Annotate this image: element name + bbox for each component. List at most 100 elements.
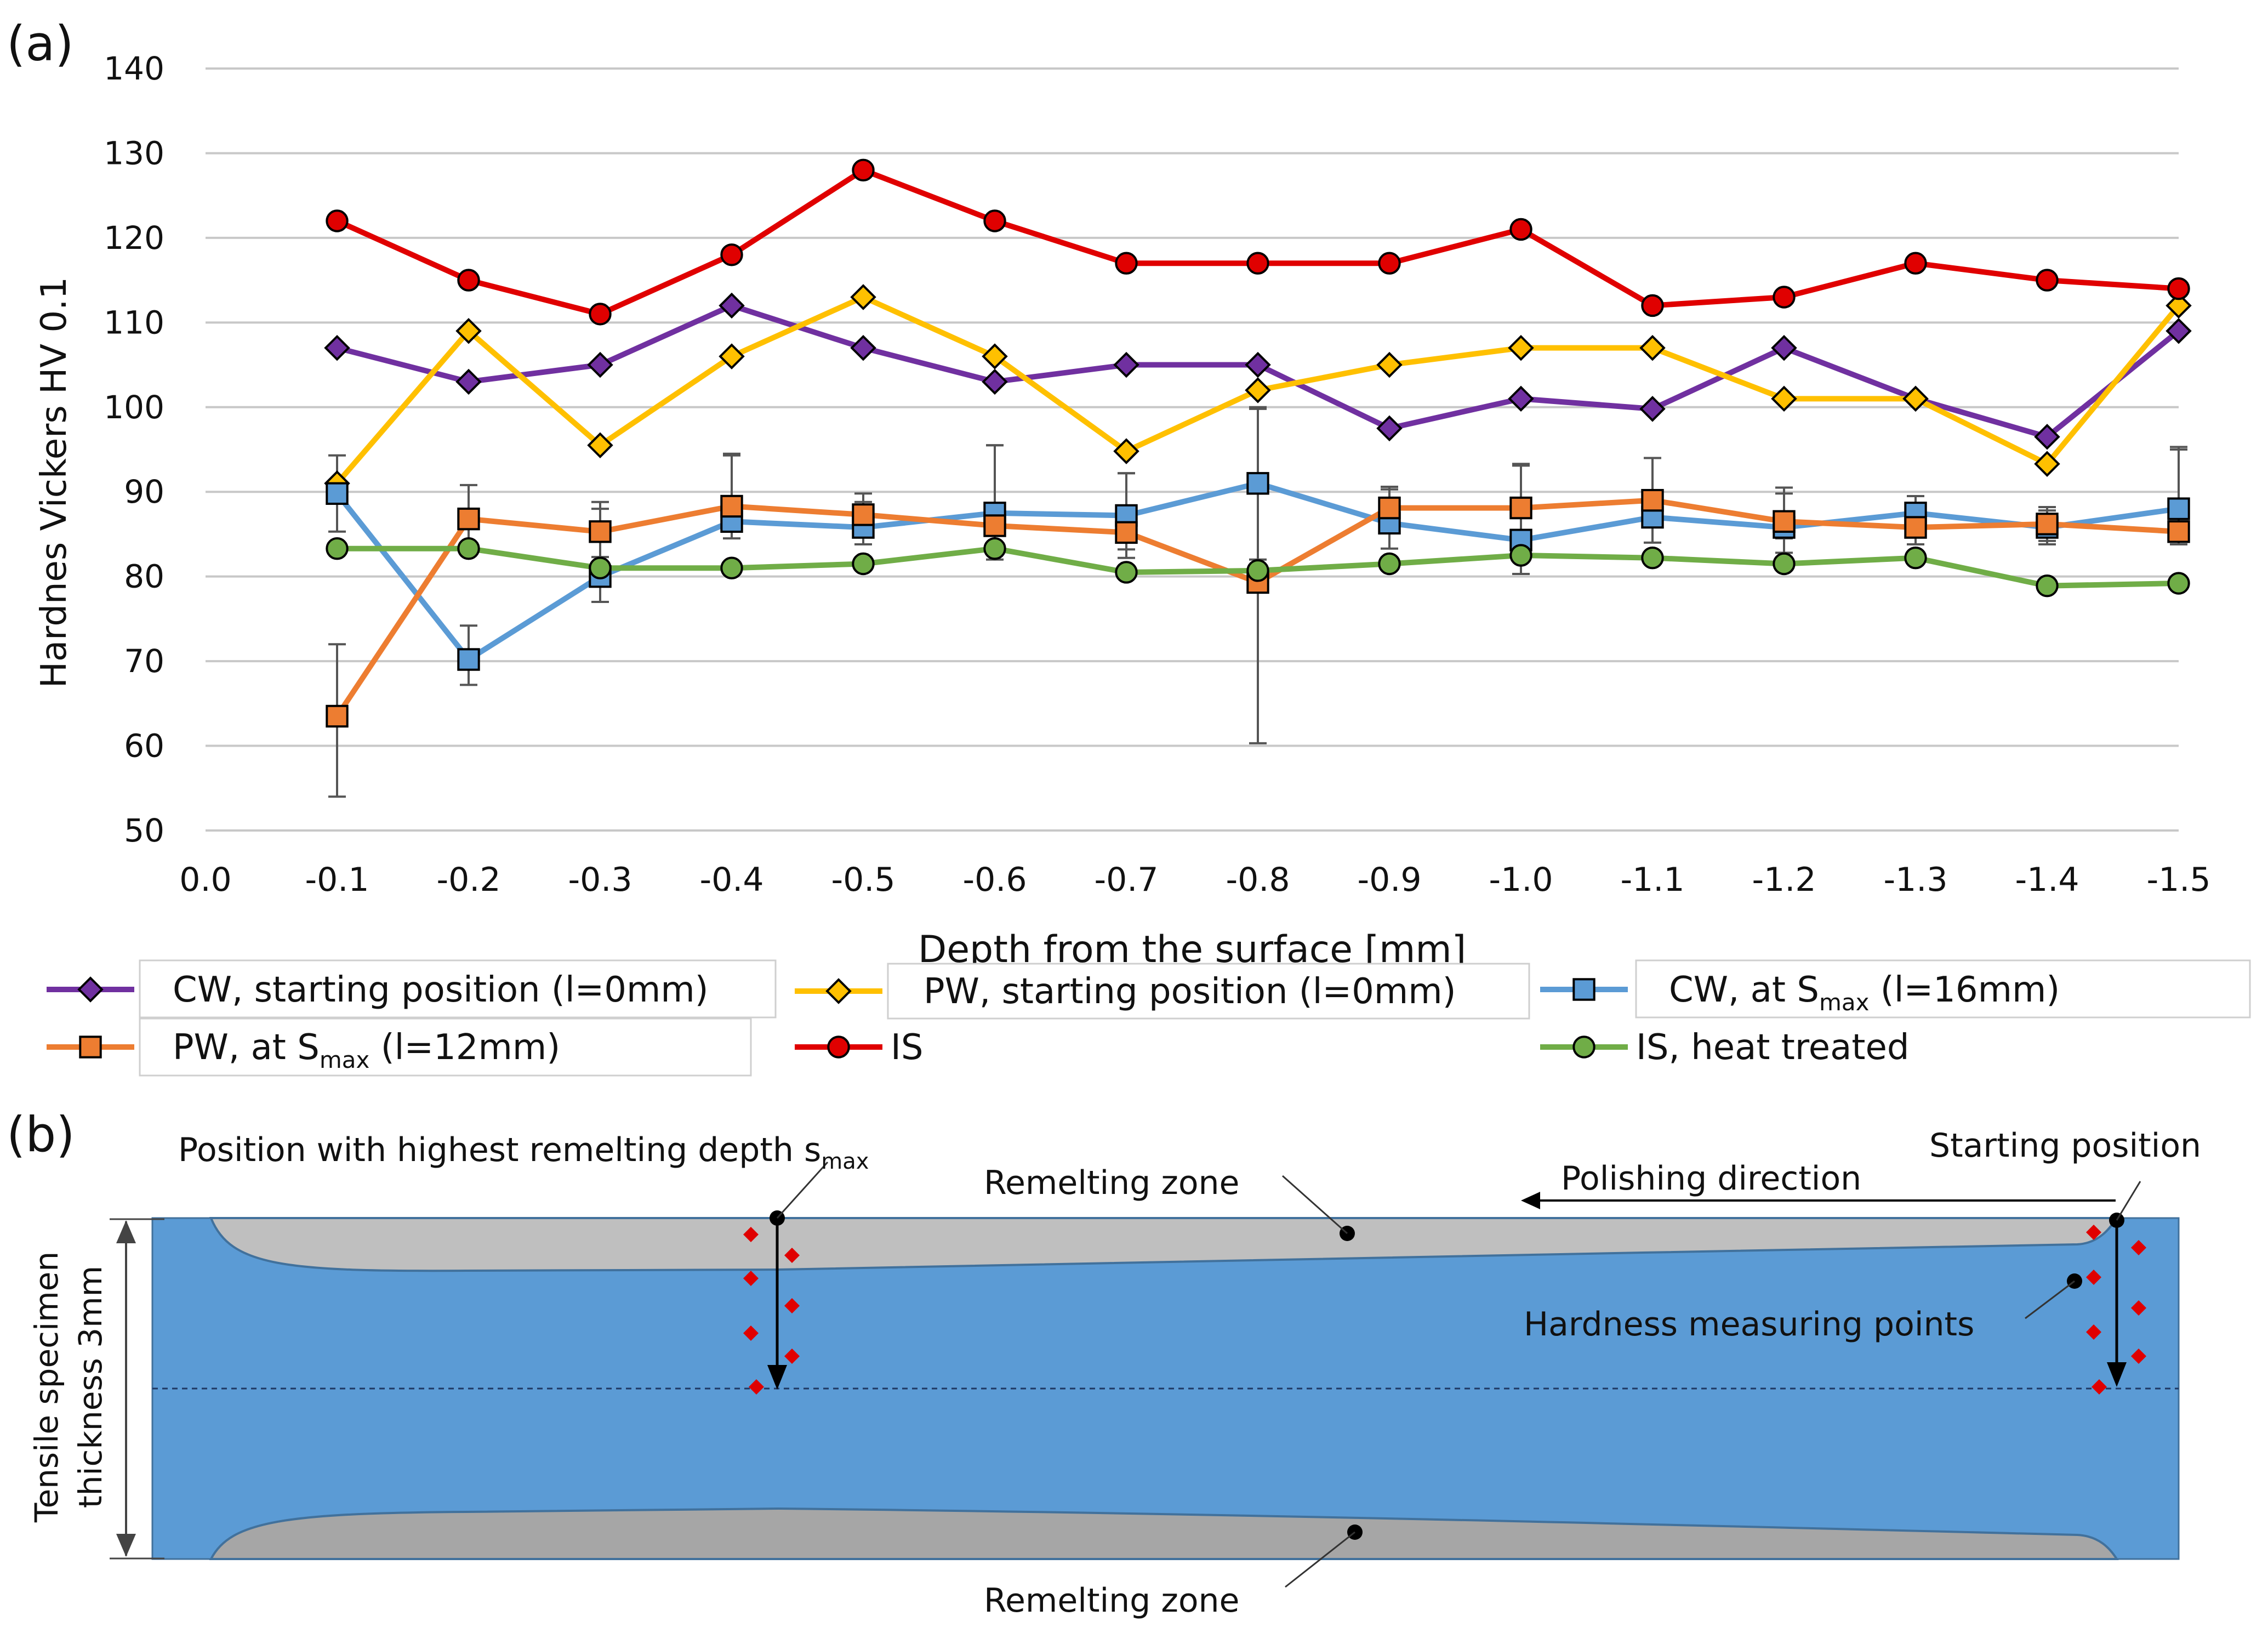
legend-label-CW_start: CW, starting position (l=0mm)	[173, 970, 709, 1010]
data-point-PW_smax	[1641, 488, 1664, 512]
data-point-IS_ht	[1641, 546, 1664, 570]
data-point-IS	[1641, 294, 1664, 317]
x-tick-label: -1.2	[1752, 861, 1816, 899]
data-point-PW_start	[1639, 334, 1666, 361]
data-point-CW_start	[2166, 318, 2192, 344]
x-tick-label: -1.3	[1883, 861, 1947, 899]
data-point-CW_start	[587, 351, 613, 378]
data-point-CW_start	[719, 292, 745, 319]
legend-box-pw-smax	[139, 1017, 752, 1077]
thickness-label-line2: thickness 3mm	[72, 1266, 109, 1508]
measuring-point	[2086, 1225, 2101, 1240]
panel-label-b: (b)	[7, 1106, 75, 1163]
y-tick-label: 60	[124, 727, 164, 765]
y-tick-label: 110	[104, 304, 164, 341]
data-point-IS_ht	[720, 556, 743, 579]
smax-position-label: Position with highest remelting depth sm…	[178, 1131, 869, 1174]
data-point-IS_ht	[1904, 546, 1927, 570]
smax-position-label-sub: max	[821, 1149, 869, 1174]
data-point-IS	[720, 243, 743, 266]
data-point-CW_start	[324, 334, 350, 361]
x-axis-ticks: 0.0 -0.1 -0.2 -0.3 -0.4 -0.5 -0.6 -0.7 -0.8 -0.9 -…	[179, 861, 2210, 899]
x-tick-label: -1.5	[2146, 861, 2210, 899]
gridlines	[206, 67, 2179, 832]
legend-marker-CW_start	[77, 976, 104, 1003]
remelting-zone-top	[209, 1217, 2119, 1272]
series-line-IS	[335, 167, 2179, 317]
data-point-PW_start	[982, 343, 1008, 369]
y-axis-title: Hardnes Vickers HV 0.1	[34, 277, 75, 688]
data-point-PW_smax	[720, 494, 743, 518]
legend-label-subscript: max	[1819, 989, 1870, 1016]
legend-label-PW_smax: PW, at Smax (l=12mm)	[173, 1027, 560, 1073]
data-point-IS_ht	[1246, 559, 1269, 582]
legend-label-suffix: (l=12mm)	[369, 1027, 560, 1068]
legend-label-main: CW, starting position (l=0mm)	[173, 970, 709, 1010]
legend-marker-PW_start	[825, 978, 852, 1004]
data-point-IS_ht	[2036, 574, 2059, 598]
remelt-top-leader-line	[1282, 1175, 1348, 1235]
remelting-zone-bottom-label: Remelting zone	[984, 1582, 1239, 1620]
polishing-direction-arrowhead	[1521, 1192, 1540, 1209]
data-point-PW_smax	[457, 507, 480, 531]
data-point-CW_smax	[326, 482, 349, 505]
measuring-point	[743, 1227, 759, 1242]
data-point-PW_smax	[2036, 513, 2059, 536]
y-tick-label: 130	[104, 134, 164, 172]
data-point-PW_smax	[1773, 510, 1796, 533]
measuring-point	[784, 1298, 800, 1313]
data-point-PW_start	[1508, 334, 1534, 361]
data-point-PW_start	[455, 318, 482, 344]
y-tick-label: 120	[104, 219, 164, 257]
data-point-IS	[2036, 269, 2059, 292]
x-tick-label: -1.4	[2015, 861, 2079, 899]
legend-marker-PW_smax	[79, 1036, 102, 1059]
measuring-point	[749, 1379, 764, 1395]
data-point-IS_ht	[1378, 552, 1401, 576]
smax-depth-arrowhead	[767, 1365, 787, 1390]
legend-label-PW_start: PW, starting position (l=0mm)	[924, 971, 1456, 1012]
remelt-bottom-leader-line	[1285, 1531, 1355, 1588]
smax-hardness-points	[743, 1227, 800, 1395]
legend-label-suffix: (l=16mm)	[1869, 970, 2060, 1010]
data-point-CW_smax	[457, 648, 480, 671]
data-point-PW_start	[719, 343, 745, 369]
y-tick-label: 70	[124, 642, 164, 680]
data-point-IS_ht	[589, 556, 612, 579]
data-point-PW_start	[1771, 385, 1797, 412]
data-point-IS_ht	[852, 552, 875, 576]
x-tick-label: -1.0	[1489, 861, 1553, 899]
data-point-PW_start	[1376, 351, 1403, 378]
measuring-point	[2131, 1240, 2146, 1255]
x-tick-label: -0.3	[568, 861, 632, 899]
data-point-PW_smax	[589, 520, 612, 543]
data-point-IS	[852, 158, 875, 182]
x-tick-label: -0.4	[699, 861, 763, 899]
data-point-IS	[1246, 252, 1269, 275]
data-point-IS	[1773, 286, 1796, 309]
measuring-point	[2086, 1324, 2101, 1340]
legend-label-main: PW, starting position (l=0mm)	[924, 971, 1456, 1012]
x-tick-label: -0.1	[305, 861, 369, 899]
data-point-IS	[1509, 218, 1532, 241]
x-tick-label: -0.7	[1094, 861, 1158, 899]
legend-label-main: CW, at S	[1669, 970, 1819, 1010]
legend-label-IS_ht: IS, heat treated	[1636, 1027, 1909, 1068]
y-axis-ticks: 50 60 70 80 90 100 110 120 130 140	[104, 50, 164, 849]
measuring-point	[743, 1271, 759, 1286]
specimen-diagram: Tensile specimen thickness 3mm	[28, 1127, 2201, 1620]
data-point-CW_start	[1113, 351, 1139, 378]
legend-label-main: PW, at S	[173, 1027, 320, 1068]
legend-items: CW, starting position (l=0mm) PW, startin…	[47, 970, 2060, 1073]
remelting-zone-top-label: Remelting zone	[984, 1164, 1239, 1202]
data-point-CW_start	[2034, 424, 2060, 450]
hardness-line-chart: 50 60 70 80 90 100 110 120 130 140 0.0 -0.1 -0.2 -0.…	[104, 50, 2210, 899]
thickness-arrow-bottom	[116, 1534, 136, 1557]
data-point-CW_start	[1245, 351, 1271, 378]
legend-marker-IS_ht	[1572, 1036, 1595, 1059]
data-point-PW_smax	[1378, 496, 1401, 520]
legend: CW, starting position (l=0mm) PW, startin…	[47, 959, 2251, 1077]
data-point-CW_start	[982, 368, 1008, 395]
